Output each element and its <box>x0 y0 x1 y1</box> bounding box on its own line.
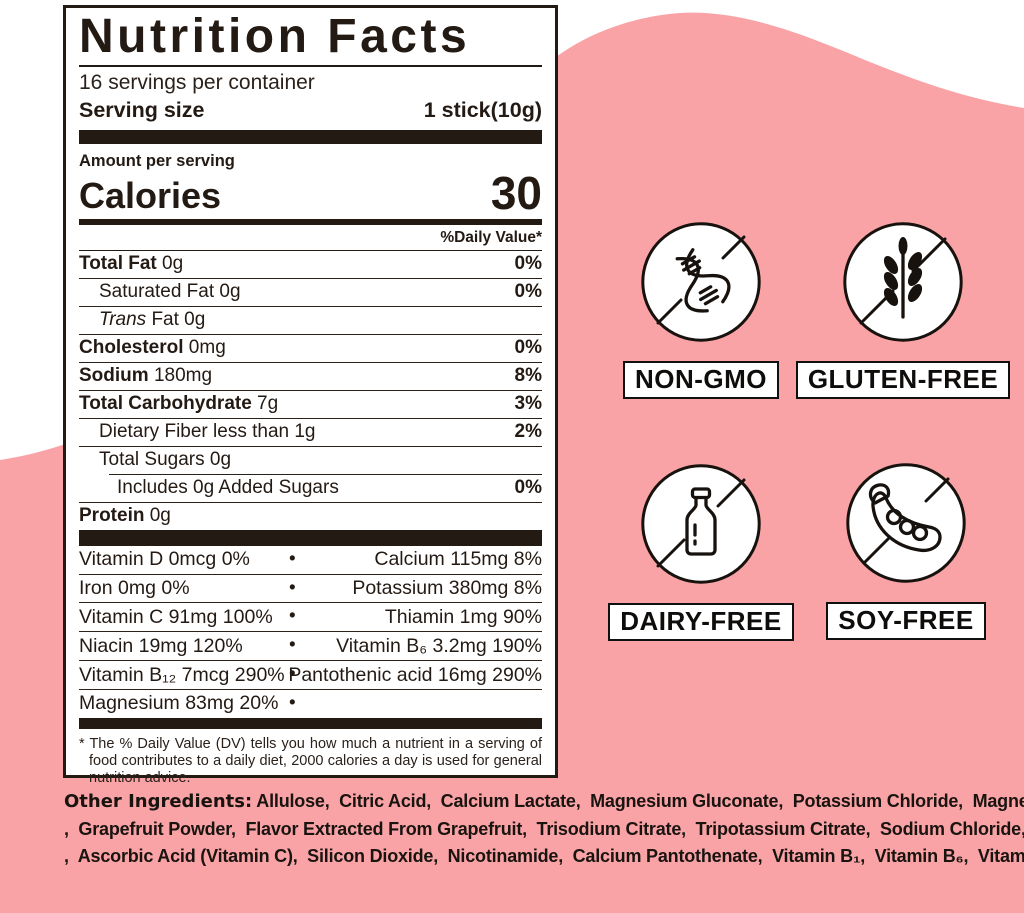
calories-label: Calories <box>79 175 222 217</box>
soy-free-badge-label: SOY-FREE <box>826 602 986 640</box>
nutrient-row-total-fat: Total Fat 0g 0% <box>79 251 542 279</box>
dairy-free-badge-label: DAIRY-FREE <box>608 603 794 641</box>
non-gmo-badge: NON-GMO <box>622 220 780 399</box>
ingredients-line: , Ascorbic Acid (Vitamin C), Silicon Dio… <box>64 846 1024 866</box>
soy-free-icon <box>846 463 966 583</box>
nutrient-row-protein: Protein 0g <box>79 505 171 527</box>
non-gmo-badge-label: NON-GMO <box>622 361 780 399</box>
vitamin-row: Vitamin D 0mcg 0% • Calcium 115mg 8% <box>79 546 542 575</box>
milk-bottle-glyph <box>685 487 717 556</box>
soy-free-badge: SOY-FREE <box>826 461 986 640</box>
thick-divider-bar <box>79 529 542 546</box>
dairy-free-icon <box>641 464 761 584</box>
calories-divider <box>79 218 542 225</box>
amount-per-serving-label: Amount per serving <box>79 151 235 170</box>
dairy-free-badge: DAIRY-FREE <box>608 462 794 641</box>
ingredients-line: Other Ingredients: Allulose, Citric Acid… <box>64 791 1024 812</box>
servings-per-container: 16 servings per container <box>79 70 315 94</box>
nutrient-row-dietary-fiber: Dietary Fiber less than 1g 2% <box>79 419 542 447</box>
bullet-separator: • <box>289 548 296 570</box>
daily-value-footnote: * The % Daily Value (DV) tells you how m… <box>79 735 542 787</box>
nutrient-row-total-sugars: Total Sugars 0g <box>99 449 232 471</box>
nutrient-row-trans-fat: Trans Fat 0g <box>79 307 542 335</box>
vitamin-row: Vitamin C 91mg 100% • Thiamin 1mg 90% <box>79 603 542 633</box>
thick-divider-bar <box>79 717 542 729</box>
vitamin-row: Niacin 19mg 120% • Vitamin B₆ 3.2mg 190% <box>79 632 542 662</box>
thick-divider-bar <box>79 129 542 144</box>
serving-size-value: 1 stick(10g) <box>423 97 542 122</box>
serving-size-label: Serving size <box>79 97 205 122</box>
soybean-pod-glyph <box>868 483 942 553</box>
nutrition-facts-panel: Nutrition Facts 16 servings per containe… <box>63 5 558 786</box>
bullet-separator: • <box>289 692 296 714</box>
calories-row: Calories 30 <box>79 166 542 219</box>
calories-value: 30 <box>490 166 542 219</box>
nutrition-facts-title: Nutrition Facts <box>79 10 542 67</box>
gluten-free-badge-label: GLUTEN-FREE <box>795 361 1011 399</box>
bullet-separator: • <box>289 663 296 685</box>
bullet-separator: • <box>289 634 296 656</box>
vitamin-row: Magnesium 83mg 20% • <box>79 692 296 715</box>
wheat-glyph <box>883 237 923 319</box>
vitamin-row: Iron 0mg 0% • Potassium 380mg 8% <box>79 575 542 604</box>
nutrient-row-saturated-fat: Saturated Fat 0g 0% <box>79 279 542 307</box>
indented-separator <box>109 473 542 475</box>
gluten-free-icon <box>843 222 963 342</box>
other-ingredients-block: Other Ingredients: Allulose, Citric Acid… <box>64 788 1024 871</box>
daily-value-header: %Daily Value* <box>79 225 542 251</box>
nutrient-row-cholesterol: Cholesterol 0mg 0% <box>79 335 542 363</box>
ingredients-line: , Grapefruit Powder, Flavor Extracted Fr… <box>64 818 1024 839</box>
serving-size-row: Serving size 1 stick(10g) <box>79 98 542 130</box>
other-ingredients-heading: Other Ingredients: <box>64 791 253 812</box>
vitamin-row: Vitamin B₁₂ 7mcg 290% • Pantothenic acid… <box>79 661 542 690</box>
nutrient-row-added-sugars: Includes 0g Added Sugars 0% <box>79 475 542 503</box>
nutrient-row-total-carbohydrate: Total Carbohydrate 7g 3% <box>79 391 542 419</box>
bullet-separator: • <box>289 577 296 599</box>
bullet-separator: • <box>289 605 296 627</box>
nutrient-row-sodium: Sodium 180mg 8% <box>79 363 542 391</box>
gluten-free-badge: GLUTEN-FREE <box>795 220 1011 399</box>
non-gmo-icon <box>641 222 761 342</box>
dna-glyph <box>675 248 731 313</box>
